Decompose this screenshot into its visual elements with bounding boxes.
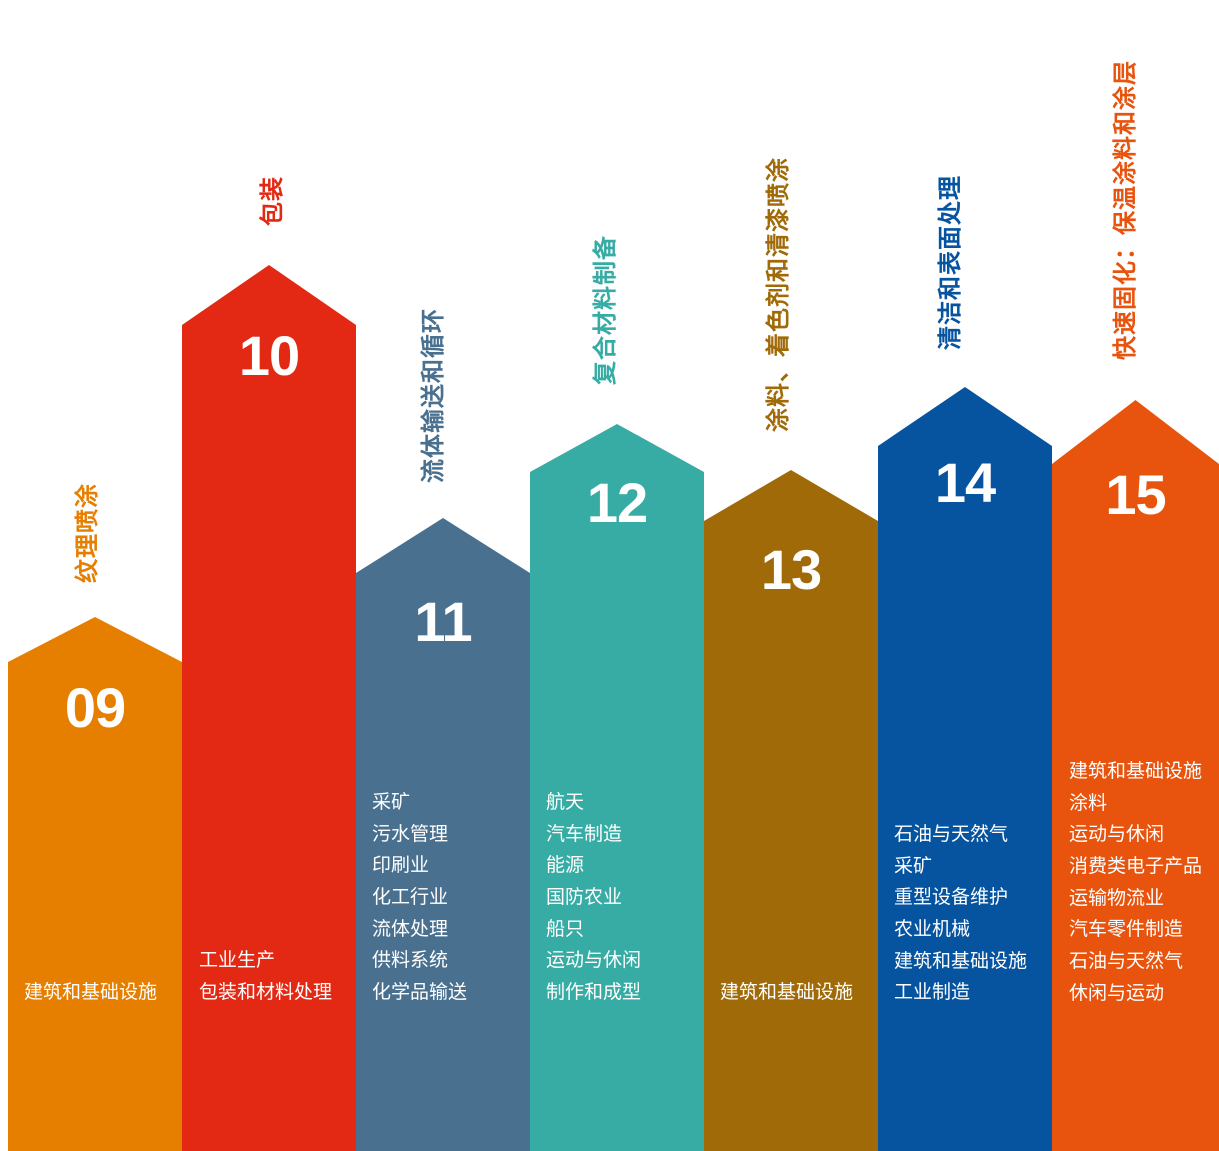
column-12-title: 复合材料制备 xyxy=(591,235,619,385)
list-item: 船只 xyxy=(546,917,585,940)
arrow-column-14 xyxy=(878,387,1052,1151)
list-item: 包装和材料处理 xyxy=(199,980,333,1003)
arrow-column-13 xyxy=(704,470,878,1151)
list-item: 采矿 xyxy=(372,791,411,813)
column-09-title: 纹理喷涂 xyxy=(73,483,101,583)
arrow-column-09 xyxy=(8,617,182,1151)
column-10-items: 工业生产 包装和材料处理 xyxy=(199,945,332,1008)
list-item: 石油与天然气 xyxy=(894,823,1009,845)
list-item: 休闲与运动 xyxy=(1069,981,1165,1004)
list-item: 化学品输送 xyxy=(372,981,468,1004)
list-item: 农业机械 xyxy=(894,918,971,941)
list-item: 建筑和基础设施 xyxy=(720,981,854,1003)
list-item: 国防农业 xyxy=(546,886,623,909)
column-14-items: 石油与天然气 采矿 重型设备维护 农业机械 建筑和基础设施 工业制造 xyxy=(894,819,1027,1009)
column-12-number: 12 xyxy=(586,471,648,534)
list-item: 消费类电子产品 xyxy=(1069,855,1203,878)
column-15-items: 建筑和基础设施 涂料 运动与休闲 消费类电子产品 运输物流业 汽车零件制造 石油… xyxy=(1069,756,1202,1010)
list-item: 工业生产 xyxy=(199,949,276,971)
list-item: 建筑和基础设施 xyxy=(1069,760,1203,782)
list-item: 制作和成型 xyxy=(546,981,642,1004)
list-item: 汽车制造 xyxy=(546,822,623,845)
column-12-items: 航天 汽车制造 能源 国防农业 船只 运动与休闲 制作和成型 xyxy=(546,787,641,1009)
list-item: 供料系统 xyxy=(372,949,449,972)
column-09-number: 09 xyxy=(64,676,126,739)
list-item: 流体处理 xyxy=(372,917,449,940)
list-item: 采矿 xyxy=(894,854,933,877)
list-item: 运输物流业 xyxy=(1069,886,1165,909)
arrow-column-15 xyxy=(1052,400,1219,1151)
column-11-items: 采矿 污水管理 印刷业 化工行业 流体处理 供料系统 化学品输送 xyxy=(372,787,467,1009)
column-11-number: 11 xyxy=(414,590,472,653)
column-11-title: 流体输送和循环 xyxy=(419,308,447,483)
column-09-items: 建筑和基础设施 xyxy=(24,977,157,1009)
list-item: 能源 xyxy=(546,854,585,877)
list-item: 运动与休闲 xyxy=(546,949,642,972)
list-item: 重型设备维护 xyxy=(894,886,1009,909)
arrow-column-12 xyxy=(530,424,704,1151)
arrow-column-11 xyxy=(356,518,530,1151)
list-item: 印刷业 xyxy=(372,854,430,877)
column-14-number: 14 xyxy=(934,451,996,514)
column-10-title: 包装 xyxy=(258,176,286,226)
arrow-column-10 xyxy=(182,265,356,1151)
list-item: 涂料 xyxy=(1069,791,1108,814)
column-15-title: 快速固化：保温涂料和涂层 xyxy=(1111,60,1139,360)
column-15-number: 15 xyxy=(1105,463,1166,526)
list-item: 污水管理 xyxy=(372,822,449,845)
list-item: 化工行业 xyxy=(372,886,449,909)
list-item: 石油与天然气 xyxy=(1069,950,1184,973)
list-item: 建筑和基础设施 xyxy=(24,981,158,1003)
column-13-items: 建筑和基础设施 xyxy=(720,977,853,1009)
list-item: 建筑和基础设施 xyxy=(894,949,1028,972)
list-item: 工业制造 xyxy=(894,981,971,1004)
column-13-number: 13 xyxy=(760,538,822,601)
list-item: 汽车零件制造 xyxy=(1069,918,1184,941)
list-item: 航天 xyxy=(546,791,585,813)
list-item: 运动与休闲 xyxy=(1069,823,1165,846)
column-13-title: 涂料、着色剂和清漆喷涂 xyxy=(764,157,792,432)
column-10-number: 10 xyxy=(238,324,300,387)
column-14-title: 清洁和表面处理 xyxy=(936,175,964,350)
